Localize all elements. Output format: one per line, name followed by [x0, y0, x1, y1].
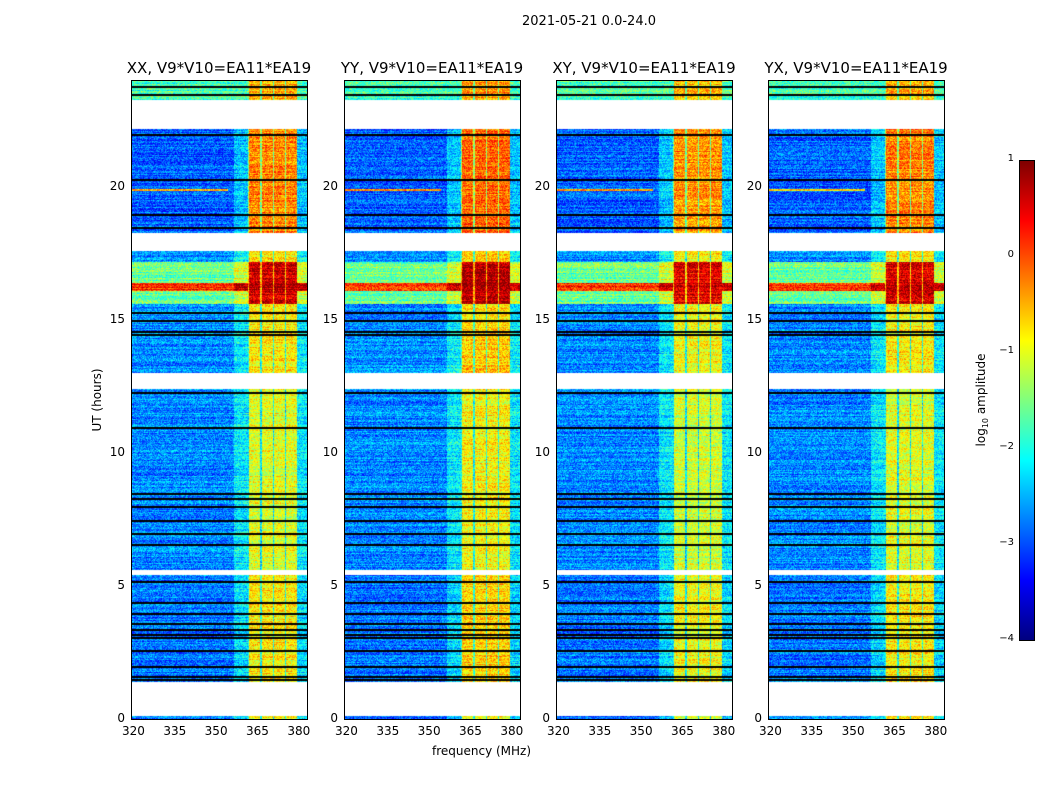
x-tick-label: 320	[335, 724, 358, 738]
y-tick-label: 0	[754, 711, 762, 725]
y-tick-label: 0	[542, 711, 550, 725]
colorbar-tick-label: −4	[999, 633, 1014, 644]
colorbar-tick-label: −2	[999, 441, 1014, 452]
y-axis-label: UT (hours)	[90, 368, 104, 432]
x-tick-label: 320	[547, 724, 570, 738]
y-tick-label: 20	[746, 179, 762, 194]
x-tick-label: 350	[629, 724, 653, 738]
x-tick-label: 335	[800, 724, 824, 738]
heatmap-panel	[131, 80, 308, 720]
x-tick-label: 320	[759, 724, 782, 738]
y-tick-label: 10	[746, 445, 762, 460]
x-tick-label: 365	[883, 724, 906, 738]
x-axis-label: frequency (MHz)	[432, 744, 532, 758]
colorbar-tick-label: 1	[1007, 153, 1014, 164]
panel-title: YX, V9*V10=EA11*EA19	[764, 59, 948, 77]
heatmap-image	[557, 81, 732, 719]
x-tick-label: 380	[924, 724, 948, 738]
x-tick-label: 335	[163, 724, 187, 738]
x-tick-label: 350	[841, 724, 865, 738]
x-tick-label: 320	[122, 724, 145, 738]
y-tick-label: 20	[109, 179, 125, 194]
y-tick-label: 10	[109, 445, 125, 460]
y-tick-label: 15	[746, 312, 762, 327]
heatmap-image	[132, 81, 307, 719]
x-tick-label: 365	[671, 724, 694, 738]
panel-title: YY, V9*V10=EA11*EA19	[340, 59, 524, 77]
heatmap-panel	[556, 80, 733, 720]
y-tick-label: 15	[322, 312, 338, 327]
heatmap-image	[345, 81, 520, 719]
y-tick-label: 5	[330, 578, 338, 593]
x-tick-label: 365	[459, 724, 482, 738]
colorbar-tick-label: −3	[999, 537, 1014, 548]
panel-title: XY, V9*V10=EA11*EA19	[552, 59, 736, 77]
y-tick-label: 5	[542, 578, 550, 593]
y-tick-label: 5	[117, 578, 125, 593]
y-tick-label: 10	[534, 445, 550, 460]
panel-title: XX, V9*V10=EA11*EA19	[126, 59, 312, 77]
x-tick-label: 335	[376, 724, 400, 738]
y-tick-label: 20	[534, 179, 550, 194]
heatmap-panel	[344, 80, 521, 720]
y-tick-label: 15	[534, 312, 550, 327]
x-tick-label: 365	[246, 724, 269, 738]
x-tick-label: 350	[204, 724, 228, 738]
heatmap-image	[769, 81, 944, 719]
y-tick-label: 0	[330, 711, 338, 725]
colorbar-tick-label: 0	[1007, 249, 1014, 260]
y-tick-label: 0	[117, 711, 125, 725]
colorbar-tick-label: −1	[999, 345, 1014, 356]
x-tick-label: 380	[287, 724, 311, 738]
colorbar	[1019, 160, 1035, 641]
heatmap-panel	[768, 80, 945, 720]
y-tick-label: 15	[109, 312, 125, 327]
y-tick-label: 5	[754, 578, 762, 593]
x-tick-label: 380	[500, 724, 524, 738]
y-tick-label: 20	[322, 179, 338, 194]
x-tick-label: 350	[417, 724, 441, 738]
figure-title: 2021-05-21 0.0-24.0	[522, 14, 656, 29]
colorbar-label: log10 amplitude	[973, 353, 991, 447]
x-tick-label: 335	[588, 724, 612, 738]
x-tick-label: 380	[712, 724, 736, 738]
y-tick-label: 10	[322, 445, 338, 460]
